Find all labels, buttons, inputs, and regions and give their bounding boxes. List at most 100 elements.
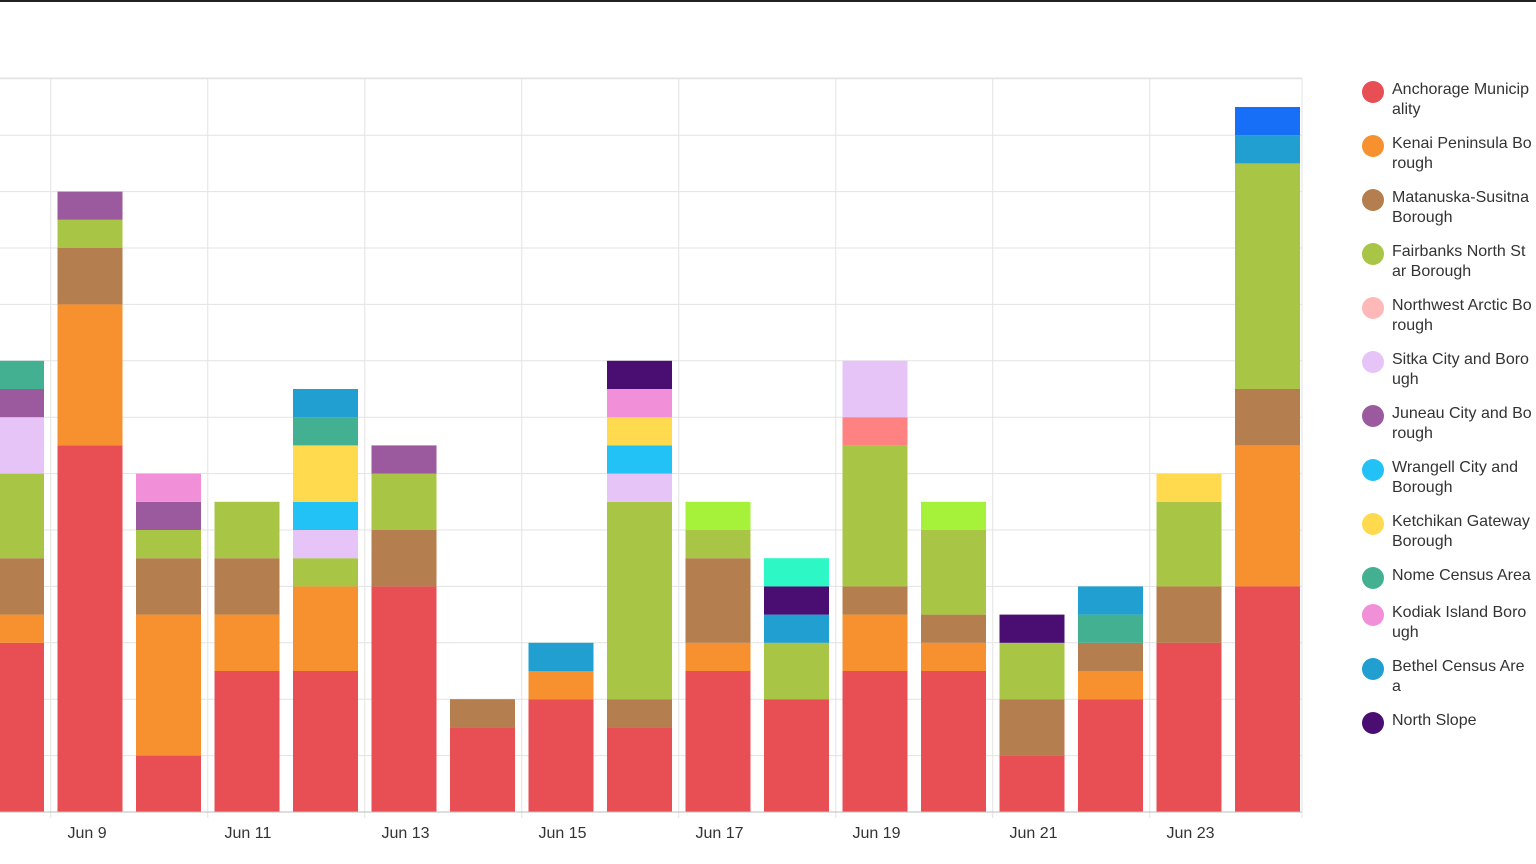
bar-segment[interactable]: Matanuska-Susitna Borough — Jun 13: 2 (371, 530, 437, 587)
bar-segment[interactable]: Matanuska-Susitna Borough — Jun 20: 1 (921, 614, 986, 643)
bar-segment[interactable]: Matanuska-Susitna Borough — Jun 11: 2 (214, 558, 280, 615)
bar-segment[interactable]: Kenai Peninsula Borough — Jun 15: 1 (528, 671, 594, 700)
legend-item[interactable]: Matanuska-Susitna Borough (1362, 188, 1536, 228)
bar-segment[interactable]: Kenai Peninsula Borough — Jun 11: 2 (214, 614, 280, 671)
bar-segment[interactable]: North Slope Borough — Jun 16: 1 (607, 360, 672, 389)
legend-item[interactable]: Anchorage Municipality (1362, 80, 1536, 120)
bar-segment[interactable]: Kenai Peninsula Borough — Jun 19: 2 (842, 614, 908, 671)
bar-segment[interactable]: Fairbanks North Star Borough — Jun 16: 7 (607, 501, 672, 700)
bar-segment[interactable]: North Slope Borough — Jun 18: 1 (764, 586, 829, 615)
legend-item[interactable]: Nome Census Area (1362, 566, 1536, 589)
bar-segment[interactable]: Bethel Census Area — Jun 15: 1 (528, 642, 594, 671)
bar-segment[interactable]: Nome Census Area — Jun 8: 1 (0, 360, 44, 389)
bar-segment[interactable]: Kenai Peninsula Borough — Jun 9: 5 (57, 304, 123, 446)
bar-segment[interactable]: Fairbanks North Star Borough — Jun 10: 1 (136, 530, 201, 559)
bar-segment[interactable]: Matanuska-Susitna Borough — Jun 17: 3 (685, 558, 751, 643)
bar-segment[interactable]: Matanuska-Susitna Borough — Jun 24: 2 (1235, 389, 1300, 446)
bar-segment[interactable]: Matanuska-Susitna Borough — Jun 14: 1 (450, 699, 515, 728)
bar-segment[interactable]: Anchorage Municipality — Jun 15: 4 (528, 699, 594, 812)
bar-segment[interactable]: Matanuska-Susitna Borough — Jun 22: 1 (1078, 642, 1143, 671)
bar-segment[interactable]: Anchorage Municipality — Jun 22: 4 (1078, 699, 1143, 812)
bar-segment[interactable]: Sitka City and Borough — Jun 16: 1 (607, 473, 672, 502)
bar-segment[interactable]: Matanuska-Susitna Borough — Jun 16: 1 (607, 699, 672, 728)
bar-segment[interactable]: Anchorage Municipality — Jun 10: 2 (136, 755, 201, 812)
bar-segment[interactable]: Anchorage Municipality — Jun 14: 3 (450, 727, 515, 812)
bar-segment[interactable]: Kenai Peninsula Borough — Jun 10: 5 (136, 614, 201, 756)
bar-segment[interactable]: Kenai Peninsula Borough — Jun 22: 1 (1078, 671, 1143, 700)
bar-segment[interactable]: Anchorage Municipality — Jun 11: 5 (214, 671, 280, 812)
legend-item[interactable]: North Slope (1362, 711, 1536, 734)
bar-segment[interactable]: Anchorage Municipality — Jun 24: 8 (1235, 586, 1300, 812)
bar-segment[interactable]: Fairbanks North Star Borough — Jun 24: 8 (1235, 163, 1300, 389)
bar-segment[interactable]: Kenai Peninsula Borough — Jun 17: 1 (685, 642, 751, 671)
bar-segment[interactable]: Matanuska-Susitna Borough — Jun 10: 2 (136, 558, 201, 615)
bar-segment[interactable]: Juneau City and Borough — Jun 10: 1 (136, 501, 201, 530)
bar-segment[interactable]: Anchorage Municipality — Jun 18: 4 (764, 699, 829, 812)
bar-segment[interactable]: Sitka City and Borough — Jun 12: 1 (293, 530, 358, 559)
bar-segment[interactable]: Kenai Peninsula Borough — Jun 20: 1 (921, 642, 986, 671)
bar-segment[interactable]: Fairbanks North Star Borough — Jun 13: 2 (371, 473, 437, 530)
legend-item[interactable]: Sitka City and Borough (1362, 350, 1536, 390)
bar-segment[interactable]: Matanuska-Susitna Borough — Jun 9: 2 (57, 248, 123, 305)
bar-segment[interactable]: Ketchikan Gateway Borough — Jun 16: 1 (607, 417, 672, 446)
bar-segment[interactable]: Juneau City and Borough — Jun 8: 1 (0, 389, 44, 418)
bar-segment[interactable]: Series 15 — Jun 18: 1 (764, 558, 829, 587)
bar-segment[interactable]: Matanuska-Susitna Borough — Jun 8: 2 (0, 558, 44, 615)
legend-item[interactable]: Wrangell City and Borough (1362, 458, 1536, 498)
bar-segment[interactable]: Fairbanks North Star Borough — Jun 18: 2 (764, 642, 829, 700)
bar-segment[interactable]: Kodiak Island Borough — Jun 10: 1 (136, 473, 201, 502)
bar-segment[interactable]: Fairbanks North Star Borough — Jun 11: 2 (214, 501, 280, 559)
legend-item[interactable]: Fairbanks North Star Borough (1362, 242, 1536, 282)
bar-segment[interactable]: Wrangell City and Borough — Jun 12: 1 (293, 501, 358, 530)
legend-item[interactable]: Kodiak Island Borough (1362, 603, 1536, 643)
bar-segment[interactable]: Series 14 — Jun 17: 1 (685, 501, 751, 530)
bar-segment[interactable]: Matanuska-Susitna Borough — Jun 21: 2 (999, 699, 1065, 756)
bar-segment[interactable]: Anchorage Municipality — Jun 17: 5 (685, 671, 751, 812)
bar-segment[interactable]: Anchorage Municipality — Jun 12: 5 (293, 671, 358, 812)
legend-item[interactable]: Bethel Census Area (1362, 657, 1536, 697)
bar-segment[interactable]: Series 16 — Jun 24: 1 (1235, 107, 1300, 136)
bar-segment[interactable]: Kenai Peninsula Borough — Jun 24: 5 (1235, 445, 1300, 587)
bar-segment[interactable]: Ketchikan Gateway Borough — Jun 12: 2 (293, 445, 358, 502)
bar-segment[interactable]: Fairbanks North Star Borough — Jun 12: 1 (293, 558, 358, 587)
bar-segment[interactable]: Fairbanks North Star Borough — Jun 19: 5 (842, 445, 908, 587)
bar-segment[interactable]: Bethel Census Area — Jun 18: 1 (764, 614, 829, 643)
bar-segment[interactable]: Wrangell City and Borough — Jun 16: 1 (607, 445, 672, 474)
bar-segment[interactable]: Bethel Census Area — Jun 12: 1 (293, 389, 358, 418)
legend-item[interactable]: Ketchikan Gateway Borough (1362, 512, 1536, 552)
bar-segment[interactable]: Anchorage Municipality — Jun 8: 6 (0, 642, 44, 812)
bar-segment[interactable]: Anchorage Municipality — Jun 16: 3 (607, 727, 672, 812)
bar-segment[interactable]: Fairbanks North Star Borough — Jun 17: 1 (685, 530, 751, 559)
bar-segment[interactable]: Sitka City and Borough — Jun 19: 2 (842, 360, 908, 418)
bar-segment[interactable]: Fairbanks North Star Borough — Jun 21: 2 (999, 642, 1065, 700)
bar-segment[interactable]: Bethel Census Area — Jun 24: 1 (1235, 135, 1300, 164)
bar-segment[interactable]: Anchorage Municipality — Jun 9: 13 (57, 445, 123, 812)
legend-item[interactable]: Northwest Arctic Borough (1362, 296, 1536, 336)
bar-segment[interactable]: Juneau City and Borough — Jun 9: 1 (57, 191, 123, 220)
bar-segment[interactable]: Juneau City and Borough — Jun 13: 1 (371, 445, 437, 474)
bar-segment[interactable]: Series 14 — Jun 20: 1 (921, 501, 986, 530)
bar-segment[interactable]: Fairbanks North Star Borough — Jun 8: 3 (0, 473, 44, 559)
bar-segment[interactable]: Nome Census Area — Jun 22: 1 (1078, 614, 1143, 643)
bar-segment[interactable]: Anchorage Municipality — Jun 13: 8 (371, 586, 437, 812)
bar-segment[interactable]: Fairbanks North Star Borough — Jun 23: 3 (1156, 501, 1222, 587)
bar-segment[interactable]: Ketchikan Gateway Borough — Jun 23: 1 (1156, 473, 1222, 502)
bar-segment[interactable]: Matanuska-Susitna Borough — Jun 19: 1 (842, 586, 908, 615)
bar-segment[interactable]: Anchorage Municipality — Jun 20: 5 (921, 671, 986, 812)
bar-segment[interactable]: North Slope Borough — Jun 21: 1 (999, 614, 1065, 643)
bar-segment[interactable]: Northwest Arctic Borough — Jun 19: 1 (842, 417, 908, 446)
bar-segment[interactable]: Anchorage Municipality — Jun 19: 5 (842, 671, 908, 812)
bar-segment[interactable]: Kenai Peninsula Borough — Jun 12: 3 (293, 586, 358, 671)
bar-segment[interactable]: Sitka City and Borough — Jun 8: 2 (0, 417, 44, 474)
bar-segment[interactable]: Anchorage Municipality — Jun 21: 2 (999, 755, 1065, 812)
bar-segment[interactable]: Kenai Peninsula Borough — Jun 8: 1 (0, 614, 44, 643)
bar-segment[interactable]: Matanuska-Susitna Borough — Jun 23: 2 (1156, 586, 1222, 643)
legend-item[interactable]: Juneau City and Borough (1362, 404, 1536, 444)
bar-segment[interactable]: Bethel Census Area — Jun 22: 1 (1078, 586, 1143, 615)
bar-segment[interactable]: Fairbanks North Star Borough — Jun 20: 3 (921, 530, 986, 615)
bar-segment[interactable]: Fairbanks North Star Borough — Jun 9: 1 (57, 219, 123, 248)
bar-segment[interactable]: Anchorage Municipality — Jun 23: 6 (1156, 642, 1222, 812)
legend-item[interactable]: Kenai Peninsula Borough (1362, 134, 1536, 174)
bar-segment[interactable]: Kodiak Island Borough — Jun 16: 1 (607, 389, 672, 418)
bar-segment[interactable]: Nome Census Area — Jun 12: 1 (293, 417, 358, 446)
